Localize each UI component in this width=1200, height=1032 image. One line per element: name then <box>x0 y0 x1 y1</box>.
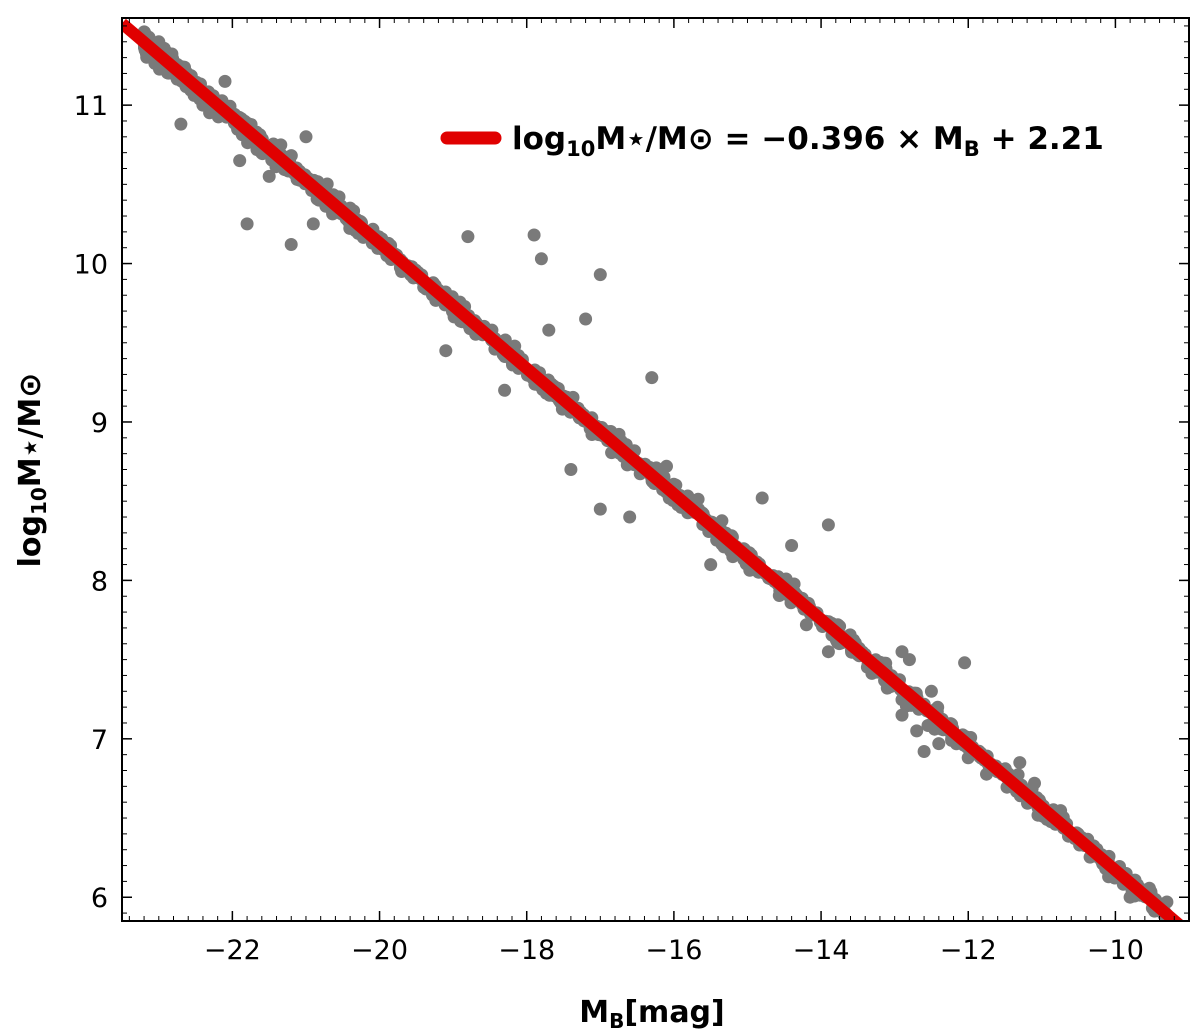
scatter-point-outlier <box>542 323 556 337</box>
y-tick-label: 8 <box>91 566 108 597</box>
scatter-point-outlier <box>924 684 938 698</box>
scatter-point-outlier <box>306 217 320 231</box>
y-tick-label: 9 <box>91 408 108 439</box>
scatter-point-outlier <box>534 252 548 266</box>
x-tick-label: −20 <box>351 935 408 966</box>
y-tick-label: 10 <box>74 250 108 281</box>
y-tick-labels: 6 7 8 9 10 11 <box>74 91 108 914</box>
x-tick-label: −16 <box>645 935 702 966</box>
scatter-point-outlier <box>284 238 298 251</box>
y-tick-label: 6 <box>91 883 108 914</box>
scatter-point-outlier <box>704 558 718 572</box>
x-tick-label: −22 <box>204 935 261 966</box>
scatter-point-outlier <box>902 653 916 667</box>
scatter-point-outlier <box>623 510 637 524</box>
scatter-point-outlier <box>579 312 593 326</box>
scatter-point-outlier <box>1013 756 1027 770</box>
scatter-point-outlier <box>660 459 673 473</box>
scatter-point-outlier <box>755 491 769 505</box>
scatter-point-outlier <box>645 371 659 385</box>
scatter-point-outlier <box>785 539 799 552</box>
scatter-point-outlier <box>299 130 313 144</box>
scatter-point-outlier <box>799 618 813 632</box>
scatter-point-outlier <box>958 656 972 670</box>
scatter-point-outlier <box>593 268 607 282</box>
scatter-point-outlier <box>461 230 475 244</box>
scatter-point-outlier <box>174 117 188 131</box>
x-tick-label: −10 <box>1087 935 1144 966</box>
scatter-point-outlier <box>564 463 578 476</box>
scatter-point-outlier <box>895 708 909 722</box>
scatter-point-outlier <box>527 228 541 242</box>
x-tick-label: −14 <box>793 935 850 966</box>
scatter-point-outlier <box>1028 776 1041 790</box>
x-axis-label: MB[mag] <box>579 995 725 1032</box>
scatter-point-outlier <box>439 344 453 358</box>
scatter-point-outlier <box>593 502 607 516</box>
x-tick-labels: −22 −20 −18 −16 −14 −12 −10 <box>204 935 1144 966</box>
scatter-point-outlier <box>821 645 835 659</box>
scatter-point-outlier <box>917 745 931 758</box>
scatter-point-outlier <box>1123 890 1137 904</box>
y-tick-label: 11 <box>74 91 108 122</box>
fit-line <box>122 18 1185 921</box>
legend: log10M⋆/M⊙ = −0.396 × MB + 2.21 <box>440 121 1104 161</box>
legend-label: log10M⋆/M⊙ = −0.396 × MB + 2.21 <box>512 121 1104 161</box>
scatter-point-outlier <box>233 154 247 168</box>
scatter-point-outlier <box>821 518 835 532</box>
scatter-point-outlier <box>910 724 924 738</box>
scatter-point-outlier <box>262 169 276 183</box>
y-axis-label: log10M⋆/M⊙ <box>13 373 51 568</box>
scatter-point-outlier <box>218 74 232 88</box>
scatter-point-outlier <box>240 217 254 231</box>
scatter-point-outlier <box>498 383 512 397</box>
y-tick-label: 7 <box>91 725 108 756</box>
fit-line-layer <box>122 18 1185 921</box>
x-tick-label: −12 <box>940 935 997 966</box>
scatter-point-outlier <box>932 737 946 751</box>
x-tick-label: −18 <box>498 935 555 966</box>
axis-ticks <box>122 18 1190 921</box>
